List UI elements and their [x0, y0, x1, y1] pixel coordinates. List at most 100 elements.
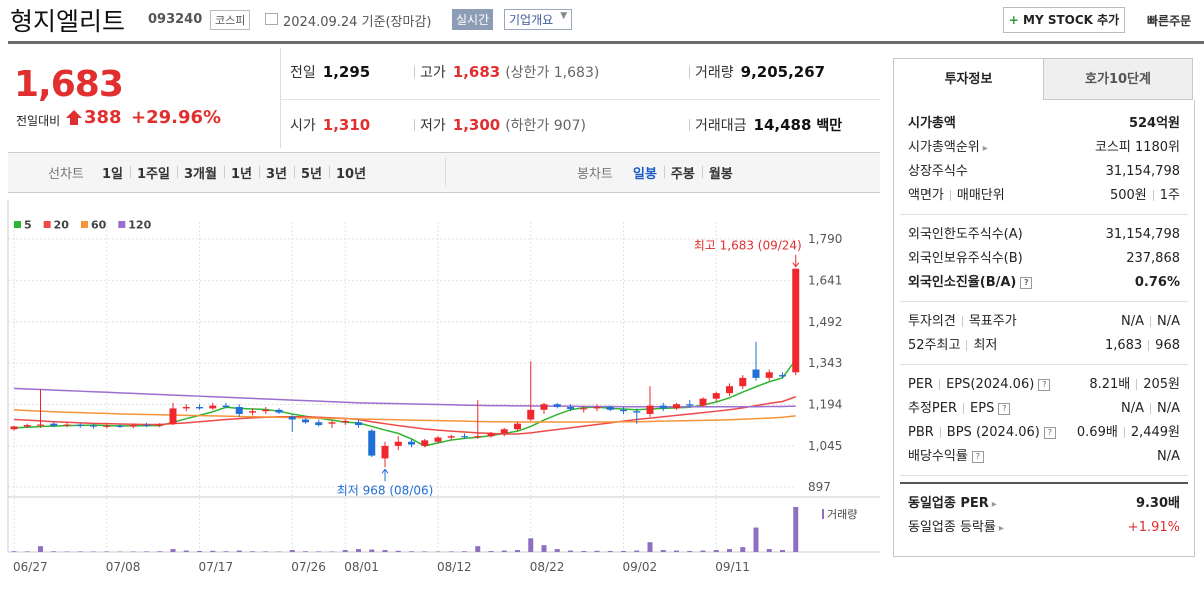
- volume-bar: [77, 551, 83, 552]
- x-tick-label: 07/17: [199, 560, 234, 574]
- quick-order[interactable]: 빠른주문: [1147, 14, 1192, 28]
- change-pct: +29.96%: [131, 107, 222, 128]
- period-tab[interactable]: 10년: [336, 167, 367, 182]
- candle-body: [500, 429, 508, 434]
- info-value-text: 31,154,798: [1105, 227, 1180, 242]
- stat-note: 백만: [816, 118, 843, 134]
- value-separator: [1148, 340, 1150, 351]
- candle-body: [699, 398, 707, 406]
- tab-separator: [176, 166, 178, 178]
- change-amount: 388: [84, 107, 122, 128]
- info-value-text: 0.69배: [1076, 425, 1118, 440]
- stat-label: 저가: [420, 118, 446, 134]
- line-chart-label: 선차트: [48, 167, 84, 182]
- help-icon[interactable]: ?: [1043, 426, 1056, 439]
- candle-body: [63, 424, 71, 426]
- volume-bar: [422, 551, 428, 552]
- label-separator: [961, 316, 963, 327]
- volume-bar: [236, 550, 242, 552]
- candle-body: [262, 409, 270, 412]
- volume-bar: [621, 551, 626, 552]
- info-label-text: 상장주식수: [908, 164, 968, 179]
- info-label-text: 외국인보유주식수(B): [908, 251, 1023, 266]
- volume-bar: [104, 551, 110, 552]
- period-tab[interactable]: 1주일: [137, 167, 170, 182]
- high-annotation: 최고 1,683 (09/24): [694, 239, 802, 253]
- candle-tab[interactable]: 주봉: [670, 167, 695, 182]
- info-value-text: N/A: [1121, 401, 1144, 416]
- info-row: 추정PER EPS? N/A N/A: [900, 397, 1188, 421]
- stat-cell: 저가 1,300 (하한가 907): [420, 115, 586, 135]
- candle-body: [23, 425, 31, 427]
- company-button[interactable]: 기업개요 ▼: [504, 9, 573, 30]
- period-tab[interactable]: 3개월: [183, 167, 217, 182]
- info-value-text: 524억원: [1128, 116, 1180, 131]
- y-tick-label: 1,045: [808, 439, 842, 453]
- y-tick-label: 1,194: [808, 398, 842, 412]
- current-price: 1,683: [14, 64, 124, 105]
- value-separator: [1123, 427, 1125, 438]
- candle-body: [633, 411, 641, 413]
- tab-separator: [663, 166, 665, 178]
- candle-body: [792, 268, 800, 373]
- info-value-text: 237,868: [1126, 251, 1180, 266]
- candle-body: [169, 408, 177, 424]
- info-value-text: 1,683: [1104, 338, 1143, 353]
- volume-bar: [38, 546, 43, 552]
- volume-bar: [144, 551, 149, 552]
- mystock-button[interactable]: + MY STOCK 추가: [1003, 7, 1125, 33]
- period-tab[interactable]: 1년: [230, 167, 252, 182]
- volume-bar: [647, 542, 653, 552]
- stat-cell: 전일 1,295: [290, 62, 370, 82]
- candle-body: [620, 409, 627, 412]
- info-row: 외국인한도주식수(A) 31,154,798: [900, 223, 1188, 247]
- info-value: 31,154,798: [1106, 160, 1180, 184]
- volume-bar: [700, 550, 706, 552]
- chart-tab-bar: [8, 152, 880, 193]
- candle-body: [474, 436, 482, 438]
- candle-body: [434, 437, 442, 442]
- moving-average-line: [13, 396, 797, 435]
- stat-value: 14,488: [753, 116, 812, 134]
- help-icon[interactable]: ?: [1020, 276, 1033, 289]
- info-row: PER EPS(2024.06)? 8.21배 205원: [900, 373, 1188, 397]
- tab-separator: [701, 166, 703, 178]
- moving-average-line: [13, 409, 796, 423]
- period-tab[interactable]: 5년: [300, 167, 322, 182]
- period-tab[interactable]: 3년: [265, 167, 287, 182]
- candle-body: [37, 424, 44, 426]
- candle-tab[interactable]: 일봉: [633, 167, 657, 182]
- panel-tab[interactable]: 투자정보: [893, 58, 1044, 100]
- candle-chart-label: 봉차트: [577, 167, 613, 182]
- info-label-text: 시가총액순위: [908, 140, 980, 155]
- info-label: 외국인보유주식수(B): [908, 247, 1023, 271]
- info-row: 동일업종 등락률 ▸ +1.91%: [900, 516, 1188, 540]
- low-annotation: 최저 968 (08/06): [337, 483, 434, 497]
- help-icon[interactable]: ?: [998, 402, 1011, 415]
- info-value-text: 31,154,798: [1105, 164, 1180, 179]
- candle-body: [196, 407, 203, 409]
- candle-tab[interactable]: 월봉: [708, 167, 733, 182]
- period-tab[interactable]: 1일: [102, 167, 124, 182]
- realtime-button[interactable]: 실시간: [452, 9, 494, 30]
- x-tick-label: 09/11: [715, 560, 750, 574]
- stat-label: 거래량: [695, 65, 734, 81]
- moving-average-line: [13, 359, 797, 447]
- info-label-text: 액면가: [908, 188, 944, 203]
- stat-note: (상한가 1,683): [505, 65, 600, 81]
- info-row: 외국인소진율(B/A)? 0.76%: [900, 271, 1188, 295]
- label-separator: [939, 427, 941, 438]
- stat-separator: [689, 119, 690, 131]
- candle-body: [90, 425, 97, 427]
- info-label-text: 외국인소진율(B/A): [908, 275, 1017, 290]
- candle-body: [659, 405, 667, 409]
- info-value: 0.76%: [1135, 271, 1180, 295]
- help-icon[interactable]: ?: [1038, 378, 1051, 391]
- volume-bar: [607, 551, 613, 552]
- volume-bar: [223, 551, 229, 552]
- panel-tab[interactable]: 호가10단계: [1043, 58, 1193, 100]
- volume-bar: [250, 551, 255, 552]
- candle-body: [302, 419, 309, 423]
- help-icon[interactable]: ?: [971, 450, 984, 463]
